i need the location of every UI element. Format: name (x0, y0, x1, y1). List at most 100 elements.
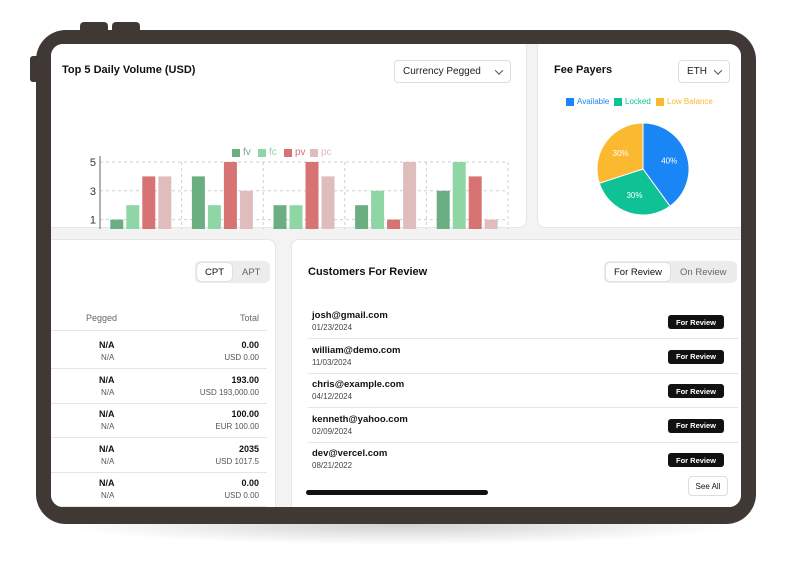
pegged-value: N/A (99, 374, 115, 385)
legend-item-available[interactable]: Available (566, 97, 609, 106)
tablet-screen: Top 5 Daily Volume (USD) Currency Pegged… (51, 44, 741, 507)
bar-fv (355, 205, 369, 229)
customer-date: 01/23/2024 (312, 323, 353, 332)
bar-fc (207, 205, 221, 229)
row-divider (308, 407, 738, 408)
divider (51, 330, 267, 331)
for-review-badge[interactable]: For Review (668, 418, 724, 433)
total-sub: USD 0.00 (224, 353, 259, 362)
for-review-badge[interactable]: For Review (668, 453, 724, 467)
legend-label: Locked (625, 97, 651, 106)
bar-fv (273, 205, 287, 229)
total-sub: USD 193,000.00 (199, 387, 259, 397)
total-value: 193.00 (231, 374, 259, 385)
legend-swatch (614, 97, 622, 106)
legend-swatch (656, 97, 664, 106)
currency-filter-select[interactable]: Currency Pegged (394, 60, 511, 83)
tab-cpt[interactable]: CPT (197, 263, 232, 281)
tab-apt[interactable]: APT (242, 266, 261, 278)
customer-date: 02/09/2024 (312, 426, 353, 436)
bar-pv (223, 162, 237, 229)
pie-value-label: 30% (626, 191, 642, 200)
customers-tab-toggle: For Review On Review (604, 261, 737, 283)
pegged-value: N/A (99, 340, 115, 350)
pegged-sub: N/A (101, 456, 115, 466)
bar-chart: 135Token AToken BToken CToken DToken E (90, 156, 509, 229)
customers-title: Customers For Review (308, 266, 428, 278)
pegged-value: N/A (99, 478, 115, 488)
legend-item-low-balance[interactable]: Low Balance (656, 97, 713, 106)
tab-for-review[interactable]: For Review (606, 263, 671, 281)
bar-fc (126, 205, 140, 229)
row-divider (51, 506, 267, 507)
for-review-badge[interactable]: For Review (668, 349, 724, 364)
pie-chart: 40% 30% 30% (596, 122, 690, 216)
customers-card: Customers For Review For Review On Revie… (291, 239, 741, 507)
for-review-badge[interactable]: For Review (668, 384, 724, 398)
pegged-value: N/A (99, 443, 115, 454)
customer-date: 08/21/2022 (312, 461, 353, 470)
pie-slice-available (642, 122, 690, 207)
column-header-total: Total (239, 313, 259, 323)
y-tick-label: 1 (90, 215, 96, 227)
row-divider (308, 338, 738, 339)
bar-pc (484, 219, 498, 229)
fee-currency-value: ETH (687, 66, 707, 77)
legend-swatch (232, 148, 240, 157)
pegged-sub: N/A (101, 422, 115, 431)
total-value: 0.00 (241, 478, 259, 488)
pie-slice-locked (598, 168, 671, 216)
y-tick-label: 5 (90, 157, 96, 169)
legend-swatch (566, 97, 574, 106)
bar-fc (289, 205, 303, 229)
pegged-sub: N/A (101, 353, 115, 362)
legend-swatch (258, 148, 266, 157)
tab-on-review[interactable]: On Review (680, 266, 727, 278)
volume-card-title: Top 5 Daily Volume (USD) (62, 64, 196, 76)
customer-date: 11/03/2024 (312, 357, 352, 367)
legend-item-fv[interactable]: fv (232, 147, 251, 158)
bar-pc (403, 162, 417, 229)
pie-value-label: 40% (661, 156, 677, 165)
total-sub: EUR 100.00 (215, 422, 259, 431)
for-review-badge[interactable]: For Review (668, 315, 724, 329)
column-header-pegged: Pegged (86, 313, 118, 323)
legend-label: pv (295, 147, 306, 158)
pegged-sub: N/A (101, 491, 115, 500)
fee-payers-title: Fee Payers (554, 64, 613, 76)
bar-pc (239, 190, 253, 229)
bar-fv (191, 176, 205, 229)
row-divider (308, 372, 738, 374)
legend-item-fc[interactable]: fc (258, 147, 277, 158)
total-value: 2035 (238, 443, 259, 454)
row-divider (308, 441, 738, 443)
legend-item-pv[interactable]: pv (284, 147, 306, 158)
row-divider (51, 402, 267, 404)
customer-email: dev@vercel.com (312, 448, 388, 459)
total-sub: USD 1017.5 (215, 456, 259, 466)
row-divider (51, 368, 267, 369)
bar-pv (142, 176, 156, 229)
total-value: 0.00 (241, 340, 259, 350)
total-sub: USD 0.00 (224, 491, 259, 500)
bar-fc (452, 162, 466, 229)
customer-date: 04/12/2024 (312, 392, 353, 401)
currency-filter-value: Currency Pegged (403, 66, 481, 77)
customer-email: josh@gmail.com (312, 310, 388, 321)
fee-payers-card: Fee Payers ETH Available Locked Low Balanc… (537, 44, 741, 228)
bar-pv (468, 176, 482, 229)
bar-pc (158, 176, 172, 229)
pie-value-label: 30% (613, 149, 629, 158)
token-table-card: CPT APT Pegged Total N/A N/A 0.00 USD 0.00 N… (51, 239, 276, 507)
legend-label: fv (243, 147, 251, 158)
home-indicator (306, 490, 488, 495)
legend-label: Low Balance (667, 97, 713, 106)
legend-item-locked[interactable]: Locked (614, 97, 651, 106)
customer-email: chris@example.com (312, 379, 405, 390)
legend-item-pc[interactable]: pc (310, 147, 332, 158)
legend-label: pc (321, 147, 332, 158)
y-tick-label: 3 (90, 186, 96, 198)
see-all-button[interactable]: See All (688, 476, 728, 496)
fee-currency-select[interactable]: ETH (678, 60, 730, 83)
